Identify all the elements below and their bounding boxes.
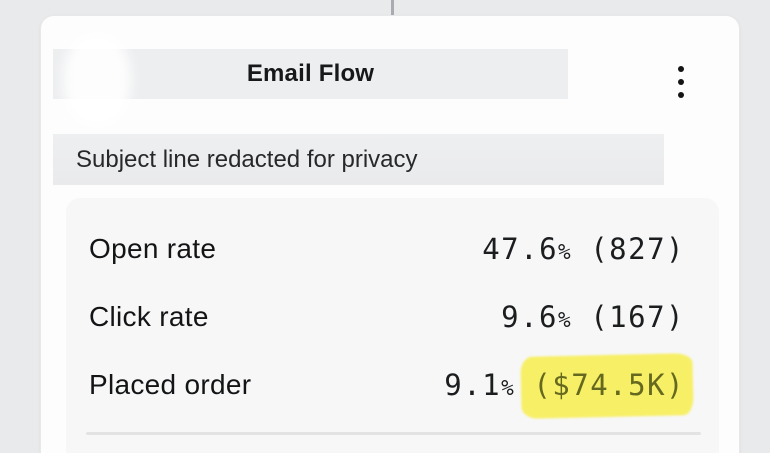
kebab-menu-icon [678,92,684,98]
stat-value: 9.1% ($74.5K) [444,368,685,402]
subject-line-text: Subject line redacted for privacy [76,145,418,173]
stat-label: Open rate [89,233,217,264]
kebab-menu-button[interactable] [665,52,697,112]
stats-panel: Open rate 47.6% (827) Click rate 9.6% (1… [66,198,719,453]
stat-count: (827) [590,232,685,266]
stat-label: Placed order [89,369,252,400]
subject-line-bar: Subject line redacted for privacy [53,134,664,185]
stat-label: Click rate [89,301,209,332]
email-flow-card: Email Flow Subject line redacted for pri… [40,15,740,453]
stat-row-open-rate: Open rate 47.6% (827) [66,215,719,283]
percent-sign: % [558,240,573,264]
stat-percent: 9.1 [444,368,502,402]
stat-count: (167) [590,300,685,334]
stat-percent: 47.6 [482,232,559,266]
kebab-menu-icon [678,79,684,85]
stat-value: 47.6% (827) [482,232,685,266]
stat-row-click-rate: Click rate 9.6% (167) [66,283,719,351]
percent-sign: % [501,376,516,400]
card-title-bar: Email Flow [53,49,568,99]
stat-count: ($74.5K) [533,368,685,402]
stat-value: 9.6% (167) [501,300,685,334]
divider [86,432,701,435]
revenue-highlight: ($74.5K) [533,368,685,402]
flow-connector-line [391,0,394,16]
stat-percent: 9.6 [501,300,559,334]
stat-row-placed-order: Placed order 9.1% ($74.5K) [66,351,719,419]
kebab-menu-icon [678,66,684,72]
card-title: Email Flow [246,60,375,87]
percent-sign: % [558,308,573,332]
